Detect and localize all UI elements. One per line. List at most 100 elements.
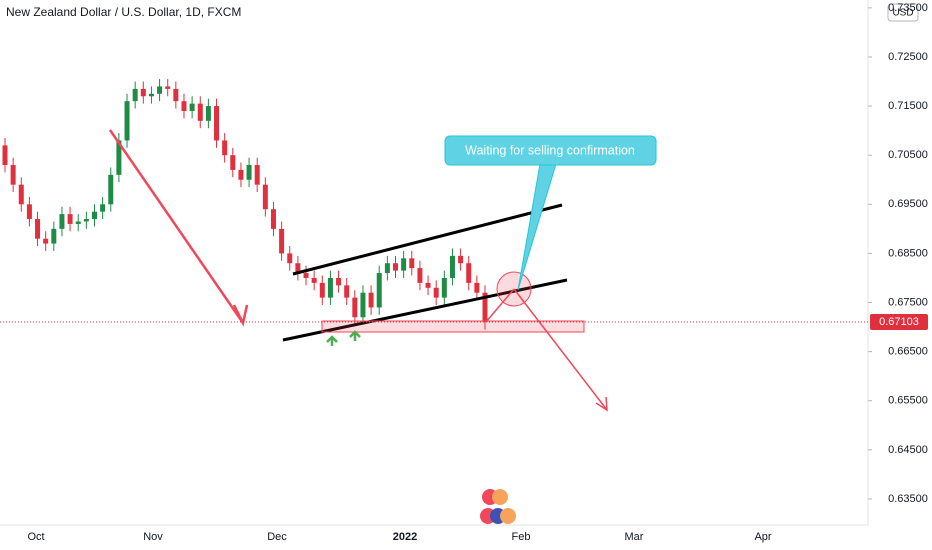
currency-badge bbox=[887, 3, 919, 22]
candle-body bbox=[360, 292, 366, 318]
channel-lower bbox=[282, 278, 568, 342]
candle-body bbox=[43, 238, 49, 244]
candle-body bbox=[100, 204, 106, 212]
candle-body bbox=[18, 184, 24, 205]
y-tick-label: 0.63500 bbox=[888, 493, 928, 505]
candle-body bbox=[401, 258, 407, 271]
candle-body bbox=[51, 228, 57, 244]
candle-body bbox=[67, 214, 73, 224]
candle-body bbox=[246, 165, 252, 180]
candle-body bbox=[295, 263, 301, 274]
event-icon bbox=[492, 489, 508, 505]
y-tick-label: 0.64500 bbox=[888, 444, 928, 456]
candle-body bbox=[132, 88, 138, 102]
candle-body bbox=[197, 103, 203, 121]
currency-label: USD bbox=[892, 8, 913, 19]
candle-body bbox=[368, 292, 374, 308]
candle-body bbox=[230, 155, 236, 170]
y-tick-label: 0.65500 bbox=[888, 395, 928, 407]
candle-body bbox=[10, 165, 16, 185]
candle-body bbox=[222, 140, 228, 156]
y-tick-label: 0.68500 bbox=[888, 247, 928, 259]
candle-body bbox=[433, 287, 439, 298]
candle-body bbox=[205, 106, 211, 121]
y-tick-label: 0.70500 bbox=[888, 149, 928, 161]
arrow-head bbox=[232, 304, 249, 327]
candle-body bbox=[108, 174, 114, 205]
candle-body bbox=[393, 263, 399, 271]
x-tick-label: Feb bbox=[512, 531, 531, 543]
candle-body bbox=[441, 277, 447, 298]
y-tick-label: 0.67500 bbox=[888, 296, 928, 308]
candle-body bbox=[319, 282, 325, 298]
y-tick-label: 0.72500 bbox=[888, 51, 928, 63]
x-tick-label: Mar bbox=[625, 531, 644, 543]
y-tick-label: 0.66500 bbox=[888, 346, 928, 358]
candle-body bbox=[157, 86, 163, 94]
candle-body bbox=[165, 86, 171, 89]
candle-body bbox=[409, 258, 415, 269]
candle-body bbox=[59, 214, 65, 229]
candle-body bbox=[140, 88, 146, 97]
candle-body bbox=[352, 297, 358, 318]
projection-up bbox=[485, 288, 515, 323]
y-tick-label: 0.69500 bbox=[888, 198, 928, 210]
candles bbox=[2, 79, 488, 330]
candle-body bbox=[327, 277, 333, 298]
candle-body bbox=[466, 263, 472, 283]
x-tick-label: 2022 bbox=[393, 531, 417, 543]
candle-body bbox=[254, 165, 260, 185]
candle-body bbox=[124, 101, 130, 141]
candle-body bbox=[238, 169, 244, 180]
candle-body bbox=[376, 273, 382, 308]
y-tick-label: 0.71500 bbox=[888, 100, 928, 112]
candle-body bbox=[26, 204, 32, 220]
candle-body bbox=[75, 221, 81, 224]
callout-box bbox=[444, 135, 657, 166]
y-tick-label: 0.73500 bbox=[888, 2, 928, 14]
candle-body bbox=[181, 101, 187, 111]
x-tick-label: Apr bbox=[754, 531, 771, 543]
candle-body bbox=[2, 145, 8, 166]
candle-body bbox=[35, 219, 41, 239]
x-tick-label: Dec bbox=[267, 531, 287, 543]
candle-body bbox=[173, 88, 179, 102]
channel-upper bbox=[292, 203, 563, 276]
projection-arrow-head bbox=[595, 396, 608, 412]
candle-body bbox=[279, 228, 285, 254]
candle-body bbox=[482, 292, 488, 323]
event-icon bbox=[500, 508, 516, 524]
x-tick-label: Nov bbox=[143, 531, 163, 543]
candle-body bbox=[344, 285, 350, 298]
candle-body bbox=[449, 255, 455, 278]
candle-body bbox=[116, 140, 122, 175]
callout-text: Waiting for selling confirmation bbox=[465, 143, 635, 157]
buy-arrow bbox=[326, 335, 338, 346]
candle-body bbox=[262, 184, 268, 210]
buy-arrow bbox=[349, 330, 361, 341]
candle-body bbox=[311, 277, 317, 283]
candle-body bbox=[336, 277, 342, 286]
last-price-label: 0.67103 bbox=[879, 316, 919, 328]
candle-body bbox=[148, 93, 154, 97]
candle-body bbox=[417, 268, 423, 283]
x-tick-label: Oct bbox=[27, 531, 44, 543]
last-price-tag bbox=[870, 314, 928, 331]
candle-body bbox=[189, 103, 195, 111]
candle-body bbox=[303, 273, 309, 278]
support-zone bbox=[321, 320, 585, 333]
drawings: Waiting for selling confirmation bbox=[108, 129, 657, 524]
projection-down bbox=[513, 288, 608, 411]
candle-body bbox=[91, 211, 97, 220]
candle-body bbox=[474, 282, 480, 293]
candle-body bbox=[384, 263, 390, 274]
candle-body bbox=[270, 209, 276, 229]
candle-body bbox=[287, 253, 293, 264]
candle-body bbox=[214, 106, 220, 141]
candle-body bbox=[83, 219, 89, 222]
candle-body bbox=[458, 255, 464, 264]
candle-body bbox=[425, 282, 431, 288]
chart-title: New Zealand Dollar / U.S. Dollar, 1D, FX… bbox=[6, 5, 241, 19]
